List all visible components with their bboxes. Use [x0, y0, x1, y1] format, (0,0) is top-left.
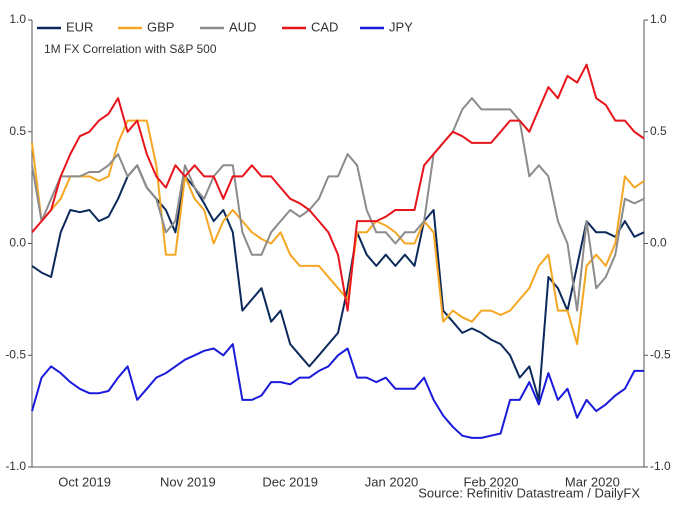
series-line — [31, 63, 645, 312]
y2-tick-label: 0.0 — [650, 236, 667, 250]
x-tick-label: Oct 2019 — [58, 474, 111, 489]
series-line — [31, 343, 644, 439]
y2-tick-label: -0.5 — [650, 347, 671, 361]
y2-tick-label: 1.0 — [650, 12, 667, 26]
legend-label: JPY — [389, 19, 413, 34]
x-tick-label: Jan 2020 — [365, 474, 419, 489]
y-tick-label: 0.0 — [9, 236, 26, 250]
y-tick-label: -1.0 — [5, 459, 26, 473]
series-line — [31, 119, 645, 346]
series-line — [31, 97, 645, 312]
y2-tick-label: -1.0 — [650, 459, 671, 473]
legend-label: EUR — [66, 19, 93, 34]
y2-tick-label: 0.5 — [650, 124, 667, 138]
x-tick-label: Mar 2020 — [565, 474, 620, 489]
y-tick-label: 1.0 — [9, 12, 26, 26]
chart-title: 1M FX Correlation with S&P 500 — [44, 42, 217, 56]
x-tick-label: Feb 2020 — [464, 474, 519, 489]
legend-label: GBP — [147, 19, 174, 34]
x-tick-label: Dec 2019 — [262, 474, 318, 489]
y-tick-label: -0.5 — [5, 347, 26, 361]
legend-label: AUD — [229, 19, 256, 34]
source-note: Source: Refinitiv Datastream / DailyFX — [418, 485, 640, 500]
x-tick-label: Nov 2019 — [160, 474, 216, 489]
y-tick-label: 0.5 — [9, 124, 26, 138]
legend-label: CAD — [311, 19, 338, 34]
